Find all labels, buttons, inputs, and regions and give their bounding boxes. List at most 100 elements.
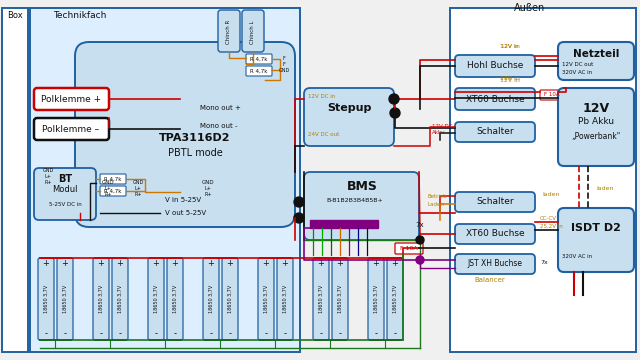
Text: R 4,7k: R 4,7k: [104, 189, 122, 194]
FancyBboxPatch shape: [455, 254, 535, 274]
Text: F 10A: F 10A: [544, 93, 560, 98]
Circle shape: [389, 94, 399, 104]
Text: Akku: Akku: [432, 130, 445, 135]
Text: V: V: [297, 216, 301, 220]
FancyBboxPatch shape: [558, 208, 634, 272]
Text: Hohl Buchse: Hohl Buchse: [467, 62, 523, 71]
Circle shape: [416, 256, 424, 264]
Text: -: -: [284, 329, 287, 338]
Text: 7x: 7x: [540, 260, 548, 265]
Text: PBTL mode: PBTL mode: [168, 148, 222, 158]
Text: Mono out -: Mono out -: [200, 123, 237, 129]
Bar: [450, 8, 636, 352]
Text: GND: GND: [202, 180, 214, 185]
Text: -: -: [173, 329, 177, 338]
FancyBboxPatch shape: [455, 122, 535, 142]
Text: Stepup: Stepup: [327, 103, 371, 113]
Text: V: V: [393, 111, 397, 116]
Text: +: +: [372, 260, 380, 269]
Text: XT60 Buchse: XT60 Buchse: [466, 94, 524, 104]
Text: +: +: [207, 260, 214, 269]
Text: TPA3116D2: TPA3116D2: [159, 133, 231, 143]
Text: 18650 3,7V: 18650 3,7V: [154, 285, 159, 313]
Text: R 4,7k: R 4,7k: [250, 68, 268, 73]
Text: L+: L+: [104, 186, 111, 192]
Text: R 4,7k: R 4,7k: [104, 176, 122, 181]
FancyBboxPatch shape: [218, 10, 240, 52]
Text: -: -: [63, 329, 67, 338]
Circle shape: [294, 213, 304, 223]
Text: -: -: [118, 329, 122, 338]
Text: -: -: [209, 329, 212, 338]
FancyBboxPatch shape: [558, 88, 634, 166]
Text: R+: R+: [44, 180, 52, 185]
Text: Modul: Modul: [52, 185, 77, 194]
Text: -: -: [154, 329, 157, 338]
Text: A: A: [297, 199, 301, 204]
Text: +: +: [227, 260, 234, 269]
Text: +: +: [337, 260, 344, 269]
Text: 12V DC in: 12V DC in: [308, 94, 335, 99]
FancyBboxPatch shape: [222, 258, 238, 340]
Text: Polklemme –: Polklemme –: [42, 125, 100, 134]
Text: 12V DC: 12V DC: [432, 123, 452, 129]
Text: +: +: [282, 260, 289, 269]
Text: -: -: [394, 329, 397, 338]
Text: ISDT D2: ISDT D2: [571, 223, 621, 233]
Text: 320V AC in: 320V AC in: [562, 253, 592, 258]
Text: B-B1B2B3B4B5B+: B-B1B2B3B4B5B+: [326, 198, 383, 202]
Text: 18650 3,7V: 18650 3,7V: [374, 285, 378, 313]
FancyBboxPatch shape: [258, 258, 274, 340]
Text: 24V DC out: 24V DC out: [308, 132, 339, 138]
Text: L+: L+: [205, 186, 211, 192]
Text: Außen: Außen: [515, 3, 546, 13]
FancyBboxPatch shape: [167, 258, 183, 340]
FancyBboxPatch shape: [455, 224, 535, 244]
Text: XT60 Buchse: XT60 Buchse: [466, 230, 524, 238]
Text: Balancer: Balancer: [475, 277, 506, 283]
Circle shape: [294, 197, 304, 207]
FancyBboxPatch shape: [203, 258, 219, 340]
Text: 12V in: 12V in: [500, 45, 520, 49]
Text: 12V DC out: 12V DC out: [562, 62, 593, 67]
Text: 7x: 7x: [416, 222, 424, 228]
Text: -: -: [264, 329, 268, 338]
Text: Box: Box: [7, 12, 23, 21]
Text: Chinch R: Chinch R: [227, 20, 232, 44]
Text: Mono out +: Mono out +: [200, 105, 241, 111]
Text: +: +: [262, 260, 269, 269]
Text: GND: GND: [42, 168, 54, 174]
Text: JST XH Buchse: JST XH Buchse: [467, 260, 522, 269]
Text: R+: R+: [104, 193, 112, 198]
Text: L+: L+: [134, 186, 141, 192]
FancyBboxPatch shape: [277, 258, 293, 340]
Text: Netzteil: Netzteil: [573, 49, 619, 59]
Text: 18650 3,7V: 18650 3,7V: [173, 285, 177, 313]
Text: -: -: [228, 329, 232, 338]
Text: V out 5-25V: V out 5-25V: [165, 210, 206, 216]
Text: -: -: [99, 329, 102, 338]
Text: 18650 3,7V: 18650 3,7V: [99, 285, 104, 313]
Text: GND: GND: [102, 180, 115, 185]
Text: 12V in: 12V in: [501, 45, 519, 49]
FancyBboxPatch shape: [368, 258, 384, 340]
Text: 320V AC in: 320V AC in: [562, 69, 592, 75]
Text: „Powerbank": „Powerbank": [572, 131, 621, 140]
Text: 25,2V in: 25,2V in: [540, 224, 563, 229]
FancyBboxPatch shape: [34, 118, 109, 140]
FancyBboxPatch shape: [455, 192, 535, 212]
FancyBboxPatch shape: [57, 258, 73, 340]
FancyBboxPatch shape: [455, 55, 535, 77]
Text: -: -: [45, 329, 47, 338]
Text: -: -: [319, 329, 323, 338]
FancyBboxPatch shape: [246, 66, 272, 76]
FancyBboxPatch shape: [455, 88, 535, 110]
Text: 18650 3,7V: 18650 3,7V: [392, 285, 397, 313]
FancyBboxPatch shape: [395, 243, 423, 254]
Text: BT: BT: [58, 174, 72, 184]
Text: V in 5-25V: V in 5-25V: [165, 197, 201, 203]
Text: laden: laden: [596, 185, 614, 190]
FancyBboxPatch shape: [558, 42, 634, 80]
FancyBboxPatch shape: [93, 258, 109, 340]
Text: 18650 3,7V: 18650 3,7V: [337, 285, 342, 313]
